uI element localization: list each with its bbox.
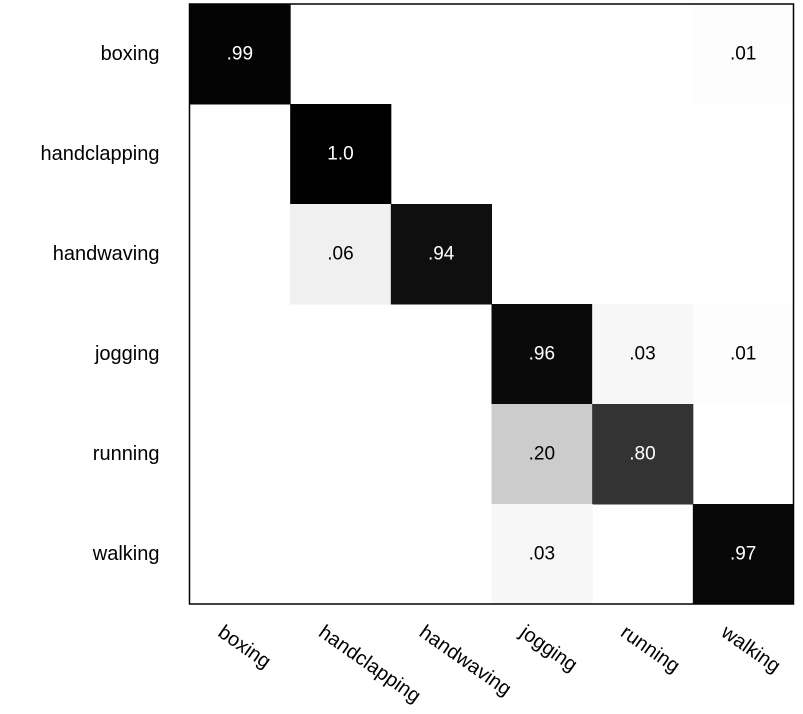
cell-value-label: 1.0 bbox=[327, 144, 353, 165]
cell-value-label: .94 bbox=[428, 244, 455, 265]
column-label-handwaving: handwaving bbox=[415, 621, 515, 700]
heatmap-cell-running-running bbox=[592, 404, 694, 505]
cell-value-label: .01 bbox=[730, 344, 756, 365]
column-label-walking: walking bbox=[716, 621, 784, 678]
row-label-running: running bbox=[93, 443, 160, 465]
cell-value-label: .20 bbox=[529, 444, 555, 465]
heatmap-cell-running-jogging bbox=[491, 404, 593, 505]
cell-value-label: .03 bbox=[529, 544, 555, 565]
heatmap-cell-walking-jogging bbox=[491, 504, 593, 605]
cell-value-label: .99 bbox=[227, 44, 253, 65]
row-label-jogging: jogging bbox=[94, 343, 160, 365]
cell-value-label: .80 bbox=[629, 444, 655, 465]
heatmap-cell-jogging-jogging bbox=[491, 304, 593, 405]
heatmap-cell-boxing-walking bbox=[692, 4, 794, 105]
cell-value-label: .97 bbox=[730, 544, 756, 565]
row-label-handclapping: handclapping bbox=[41, 143, 160, 165]
heatmap-cells: .99 .01 1.0 .06 .94 .96 .03 .01 .20 .80 .03 .97 bbox=[189, 4, 794, 605]
cell-value-label: .96 bbox=[529, 344, 555, 365]
heatmap-cell-handwaving-handwaving bbox=[390, 204, 492, 305]
cell-value-label: .06 bbox=[327, 244, 353, 265]
column-label-jogging: jogging bbox=[515, 621, 581, 677]
heatmap-cell-walking-walking bbox=[692, 504, 794, 605]
column-label-running: running bbox=[617, 621, 684, 677]
cell-value-label: .01 bbox=[730, 44, 756, 65]
heatmap-cell-handwaving-handclapping bbox=[290, 204, 392, 305]
heatmap-cell-jogging-walking bbox=[692, 304, 794, 405]
heatmap-cell-boxing-boxing bbox=[189, 4, 291, 105]
row-label-boxing: boxing bbox=[101, 43, 160, 65]
plot-frame bbox=[188, 3, 795, 605]
row-label-walking: walking bbox=[92, 543, 160, 565]
cell-value-label: .03 bbox=[629, 344, 655, 365]
row-labels: boxing handclapping handwaving jogging runni… bbox=[41, 43, 160, 565]
heatmap-cell-handclapping-handclapping bbox=[290, 104, 392, 205]
column-label-handclapping: handclapping bbox=[315, 621, 425, 707]
row-label-handwaving: handwaving bbox=[53, 243, 160, 265]
heatmap-cell-jogging-running bbox=[592, 304, 694, 405]
column-label-boxing: boxing bbox=[214, 621, 275, 673]
